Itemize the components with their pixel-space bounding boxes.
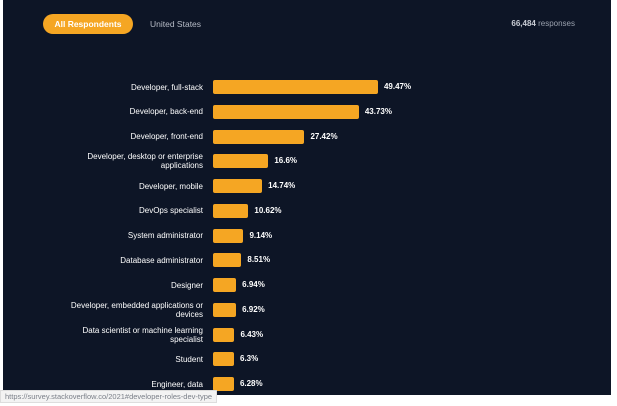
bar [213, 253, 242, 268]
value-label: 27.42% [310, 131, 338, 141]
value-label: 6.94% [242, 280, 265, 289]
value-label: 6.43% [240, 329, 264, 339]
bar [213, 104, 359, 119]
bar [213, 377, 234, 391]
category-label: Developer, embedded applications or devi… [70, 300, 203, 319]
category-label: Developer, full-stack [130, 82, 203, 92]
bar [213, 228, 244, 243]
bar [213, 203, 249, 218]
category-label: Data scientist or machine learning speci… [82, 325, 203, 344]
category-label: Developer, desktop or enterprise applica… [87, 152, 203, 171]
bar [213, 278, 237, 292]
survey-panel: All Respondents United States 66,484 res… [3, 0, 611, 395]
tab-active[interactable]: All Respondents [43, 14, 133, 34]
responses-label: responses [538, 19, 575, 28]
category-label: DevOps specialist [138, 206, 203, 216]
bar [213, 352, 234, 367]
responses-count: 66,484 [511, 19, 536, 28]
value-label: 43.73% [364, 106, 392, 116]
category-label: Developer, front-end [130, 132, 204, 141]
value-label: 9.14% [249, 230, 273, 240]
value-label: 10.62% [254, 205, 282, 215]
bar [213, 80, 378, 94]
value-label: 6.28% [239, 379, 263, 388]
value-label: 8.51% [247, 255, 271, 265]
category-label: Designer [170, 280, 203, 290]
value-label: 6.92% [242, 304, 265, 314]
tab[interactable]: United States [150, 19, 202, 29]
status-url: https://survey.stackoverflow.co/2021#dev… [0, 390, 218, 403]
category-label: Student [175, 354, 203, 364]
value-label: 16.6% [274, 156, 298, 166]
category-label: Database administrator [120, 255, 203, 265]
category-label: Developer, back-end [129, 107, 203, 117]
category-label: Engineer, data [151, 379, 203, 389]
bar [213, 302, 237, 317]
bar [213, 327, 235, 342]
category-label: System administrator [127, 231, 203, 240]
category-label: Developer, mobile [138, 181, 203, 191]
bar [213, 179, 263, 193]
responses: 66,484 responses [511, 14, 575, 34]
bar [213, 129, 305, 144]
value-label: 14.74% [268, 181, 296, 190]
value-label: 49.47% [383, 82, 412, 91]
bar [213, 154, 269, 169]
value-label: 6.3% [240, 354, 259, 364]
